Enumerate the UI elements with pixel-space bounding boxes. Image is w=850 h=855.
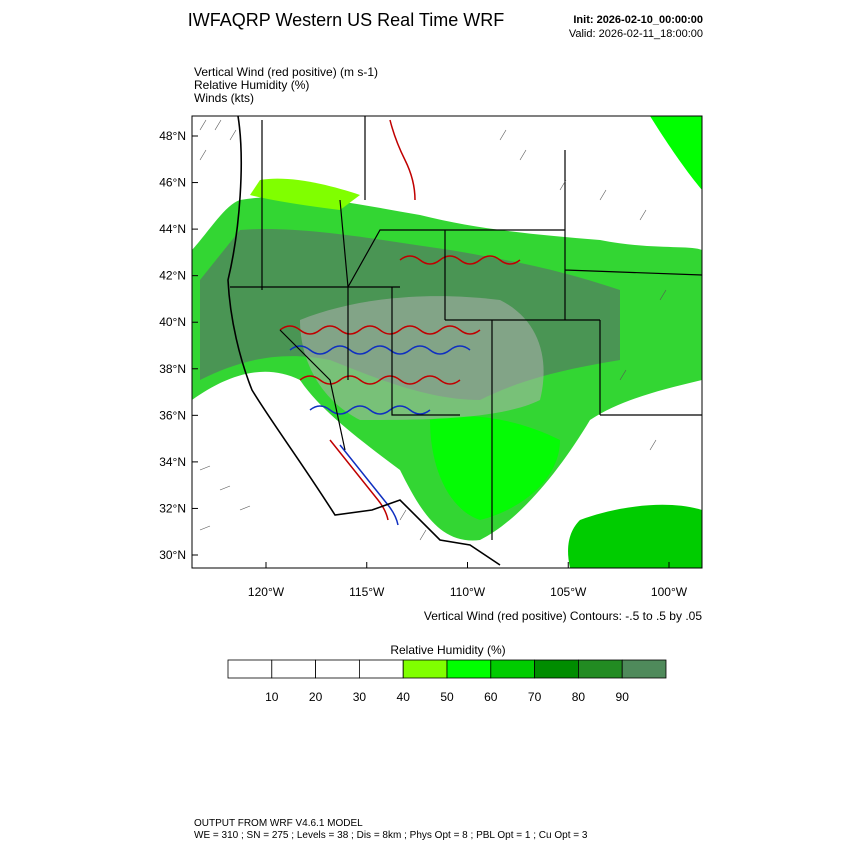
lat-label: 30°N [159, 548, 186, 562]
lon-label: 110°W [450, 585, 486, 599]
lon-label: 100°W [651, 585, 688, 599]
footer-line: WE = 310 ; SN = 275 ; Levels = 38 ; Dis … [194, 830, 588, 841]
colorbar-box [446, 659, 492, 679]
lat-label: 48°N [159, 129, 186, 143]
colorbar-label: 10 [265, 690, 279, 704]
title: IWFAQRP Western US Real Time WRF [188, 10, 504, 30]
lat-label: 44°N [159, 222, 186, 236]
colorbar-label: 90 [616, 690, 630, 704]
lon-label: 105°W [550, 585, 587, 599]
valid-time: Valid: 2026-02-11_18:00:00 [569, 28, 703, 40]
lat-label: 38°N [159, 362, 186, 376]
field-label: Winds (kts) [194, 91, 254, 105]
lon-label: 120°W [248, 585, 285, 599]
field-label: Relative Humidity (%) [194, 78, 309, 92]
contour-note: Vertical Wind (red positive) Contours: -… [424, 609, 702, 623]
field-label: Vertical Wind (red positive) (m s-1) [194, 65, 378, 79]
colorbar-box [578, 659, 623, 679]
lat-label: 36°N [159, 408, 186, 422]
colorbar-box [534, 659, 579, 679]
colorbar-label: 80 [572, 690, 586, 704]
map-frame [191, 115, 703, 569]
footer-line: OUTPUT FROM WRF V4.6.1 MODEL [194, 818, 363, 829]
colorbar-box [402, 659, 448, 679]
colorbar-box [490, 659, 535, 679]
lat-label: 34°N [159, 455, 186, 469]
lon-label: 115°W [349, 585, 385, 599]
colorbar-title: Relative Humidity (%) [390, 643, 505, 657]
map [191, 115, 703, 569]
colorbar-label: 20 [309, 690, 323, 704]
lat-label: 42°N [159, 269, 186, 283]
colorbar-label: 70 [528, 690, 542, 704]
colorbar-box [358, 659, 404, 679]
colorbar-label: 30 [353, 690, 367, 704]
colorbar-label: 60 [484, 690, 498, 704]
lat-label: 40°N [159, 315, 186, 329]
colorbar-label: 50 [440, 690, 454, 704]
colorbar-box [227, 659, 273, 679]
colorbar-box [271, 659, 316, 679]
colorbar-box [315, 659, 360, 679]
colorbar-label: 40 [397, 690, 411, 704]
lat-label: 46°N [159, 176, 186, 190]
lat-label: 32°N [159, 501, 186, 515]
colorbar-box [621, 659, 667, 679]
init-time: Init: 2026-02-10_00:00:00 [573, 14, 703, 26]
